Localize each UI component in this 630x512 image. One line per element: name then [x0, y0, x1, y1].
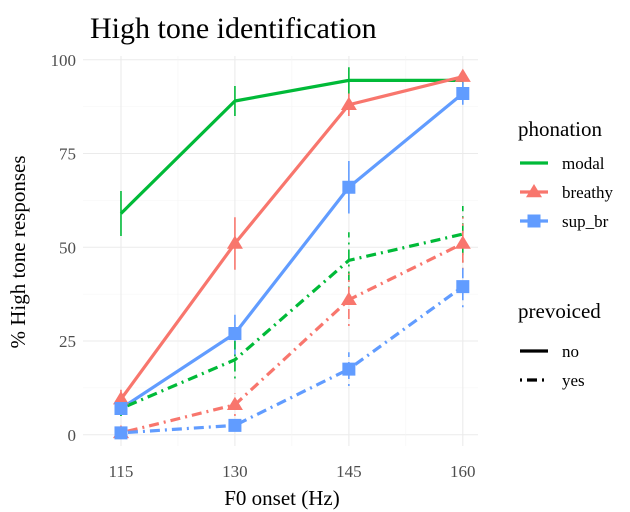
y-tick-label: 0 — [68, 426, 77, 445]
legend-title-phonation: phonation — [518, 117, 602, 141]
x-axis-ticks: 115 130 145 160 — [109, 462, 476, 481]
y-axis-ticks: 0 25 50 75 100 — [51, 51, 77, 445]
legend: phonation modal breathy sup_br prevoiced no ye… — [518, 117, 613, 390]
x-tick-label: 130 — [222, 462, 248, 481]
legend-label-yes: yes — [562, 371, 585, 390]
point-sup-br-yes — [342, 363, 355, 376]
point-sup-br-no — [456, 87, 469, 100]
point-breathy-yes — [455, 236, 471, 249]
chart-title: High tone identification — [90, 12, 377, 45]
x-axis-title: F0 onset (Hz) — [224, 486, 339, 510]
point-sup-br-no — [228, 327, 241, 340]
x-tick-label: 115 — [109, 462, 134, 481]
y-tick-label: 50 — [59, 238, 76, 257]
y-tick-label: 75 — [59, 145, 76, 164]
y-axis-title: % High tone responses — [6, 155, 30, 348]
legend-label-no: no — [562, 342, 579, 361]
point-sup-br-yes — [228, 419, 241, 432]
point-sup-br-no — [114, 402, 127, 415]
grid — [83, 56, 478, 446]
point-breathy-no — [455, 69, 471, 82]
legend-label-sup-br: sup_br — [562, 212, 609, 231]
legend-label-modal: modal — [562, 154, 605, 173]
y-tick-label: 100 — [51, 51, 77, 70]
x-tick-label: 145 — [336, 462, 362, 481]
x-tick-label: 160 — [450, 462, 476, 481]
legend-label-breathy: breathy — [562, 183, 613, 202]
point-sup-br-no — [342, 181, 355, 194]
y-tick-label: 25 — [59, 332, 76, 351]
legend-marker-sup-br — [528, 215, 541, 228]
point-sup-br-yes — [456, 280, 469, 293]
legend-title-prevoiced: prevoiced — [518, 299, 601, 323]
point-sup-br-yes — [114, 426, 127, 439]
